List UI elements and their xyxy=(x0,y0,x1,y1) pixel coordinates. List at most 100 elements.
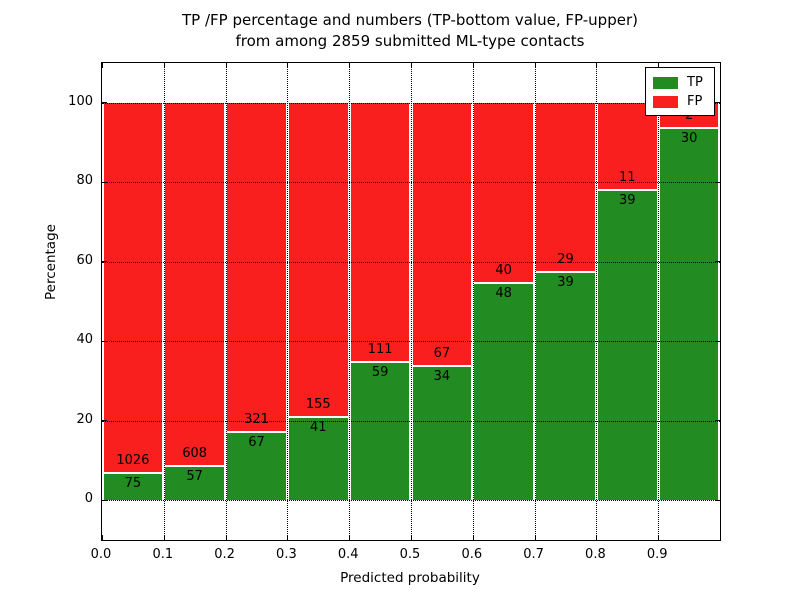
bar-segment-tp xyxy=(536,272,595,501)
bar-segment-fp xyxy=(227,102,286,432)
x-tick-label: 0.7 xyxy=(523,547,544,562)
x-tick-mark xyxy=(658,535,660,540)
x-tick-label: 0.3 xyxy=(276,547,297,562)
y-tick-mark xyxy=(102,181,107,183)
legend-swatch-fp xyxy=(653,95,678,108)
fp-count-label: 321 xyxy=(244,411,269,427)
y-tick-label: 100 xyxy=(68,93,93,109)
x-tick-label: 0.9 xyxy=(646,547,668,562)
tp-count-label: 41 xyxy=(310,420,327,436)
x-axis-label: Predicted probability xyxy=(340,570,480,586)
y-tick-mark xyxy=(102,102,107,104)
x-tick-label: 0.0 xyxy=(90,547,112,562)
gridline-vertical xyxy=(411,63,412,540)
y-tick-mark xyxy=(102,499,107,501)
chart-title-line1: TP /FP percentage and numbers (TP-bottom… xyxy=(182,11,638,29)
bar-segment-fp xyxy=(165,102,225,467)
gridline-horizontal xyxy=(102,420,720,422)
x-tick-label: 0.2 xyxy=(214,547,235,562)
bar-segment-tp xyxy=(288,417,348,501)
x-tick-mark-top xyxy=(102,63,103,68)
x-tick-mark xyxy=(349,535,351,540)
fp-count-label: 608 xyxy=(182,446,208,462)
x-tick-mark-top xyxy=(658,63,660,68)
bar-segment-tp xyxy=(659,127,719,501)
x-tick-mark xyxy=(411,535,412,540)
bar-segment-separator xyxy=(412,365,472,368)
x-tick-mark xyxy=(287,535,289,540)
gridline-horizontal xyxy=(102,341,720,343)
y-tick-label: 60 xyxy=(76,252,93,268)
bar-segment-separator xyxy=(597,189,657,192)
x-tick-mark xyxy=(102,535,103,540)
fp-count-label: 111 xyxy=(367,342,393,358)
bar-segment-separator xyxy=(350,361,410,364)
bar-segment-tp xyxy=(165,466,225,501)
bar-segment-tp xyxy=(474,283,534,501)
tp-count-label: 30 xyxy=(680,130,698,146)
gridline-vertical xyxy=(472,63,474,540)
gridline-vertical xyxy=(596,63,598,540)
fp-count-label: 67 xyxy=(433,346,451,362)
bar-segment-fp xyxy=(350,102,410,363)
bar-segment-separator xyxy=(659,126,719,129)
gridline-vertical xyxy=(225,63,227,540)
fp-count-label: 155 xyxy=(305,397,331,413)
bar-segment-separator xyxy=(288,416,348,419)
fp-count-label: 40 xyxy=(495,263,512,279)
chart-title: TP /FP percentage and numbers (TP-bottom… xyxy=(101,10,719,52)
bar-segment-fp xyxy=(474,102,534,284)
bar-segment-separator xyxy=(474,282,534,285)
legend-label-fp: FP xyxy=(687,93,703,109)
tp-count-label: 67 xyxy=(248,434,265,450)
gridline-horizontal xyxy=(102,102,720,104)
tp-count-label: 57 xyxy=(186,469,203,485)
tp-count-label: 48 xyxy=(495,286,512,302)
x-tick-mark xyxy=(534,535,536,540)
x-tick-mark-top xyxy=(225,63,227,68)
fp-count-label: 29 xyxy=(557,252,574,268)
fp-count-label: 11 xyxy=(619,170,636,186)
y-tick-mark-right xyxy=(715,420,720,422)
gridline-horizontal xyxy=(102,182,720,184)
bar-segment-fp xyxy=(536,102,595,273)
legend-item-tp: TP xyxy=(653,73,707,92)
tp-count-label: 34 xyxy=(433,369,451,385)
legend-item-fp: FP xyxy=(653,92,707,111)
x-tick-mark xyxy=(225,535,227,540)
x-tick-label: 0.6 xyxy=(461,547,483,562)
bar-segment-separator xyxy=(165,465,225,468)
gridline-vertical xyxy=(163,63,165,540)
x-tick-mark-top xyxy=(349,63,351,68)
bar-segment-tp xyxy=(103,473,163,501)
tp-count-label: 39 xyxy=(619,193,636,209)
gridline-vertical xyxy=(534,63,536,540)
y-tick-mark xyxy=(102,340,107,342)
y-tick-mark xyxy=(102,261,107,263)
gridline-horizontal xyxy=(102,500,720,502)
y-tick-mark xyxy=(102,420,107,422)
x-tick-mark xyxy=(596,535,598,540)
bar-segment-tp xyxy=(227,431,286,501)
x-tick-label: 0.5 xyxy=(399,547,421,562)
bar-segment-fp xyxy=(103,102,163,474)
x-tick-mark-top xyxy=(472,63,474,68)
bar-segment-fp xyxy=(412,102,472,367)
x-tick-label: 0.8 xyxy=(585,547,606,562)
x-tick-mark-top xyxy=(287,63,289,68)
tp-count-label: 39 xyxy=(557,275,574,291)
x-tick-mark xyxy=(163,535,165,540)
y-tick-label: 20 xyxy=(76,411,93,427)
x-tick-mark-top xyxy=(411,63,412,68)
y-tick-mark-right xyxy=(715,340,720,342)
x-tick-mark xyxy=(472,535,474,540)
plot-area: 1026 75 608 57 321 67 155 41 111 59 67 34 40 48 29 39 11… xyxy=(101,62,721,541)
y-tick-mark-right xyxy=(715,261,720,263)
x-tick-mark-top xyxy=(163,63,165,68)
y-tick-mark-right xyxy=(715,499,720,501)
bar-segment-separator xyxy=(536,271,595,274)
x-tick-mark-top xyxy=(534,63,536,68)
x-tick-label: 0.1 xyxy=(152,547,174,562)
legend: TP FP xyxy=(645,67,715,116)
